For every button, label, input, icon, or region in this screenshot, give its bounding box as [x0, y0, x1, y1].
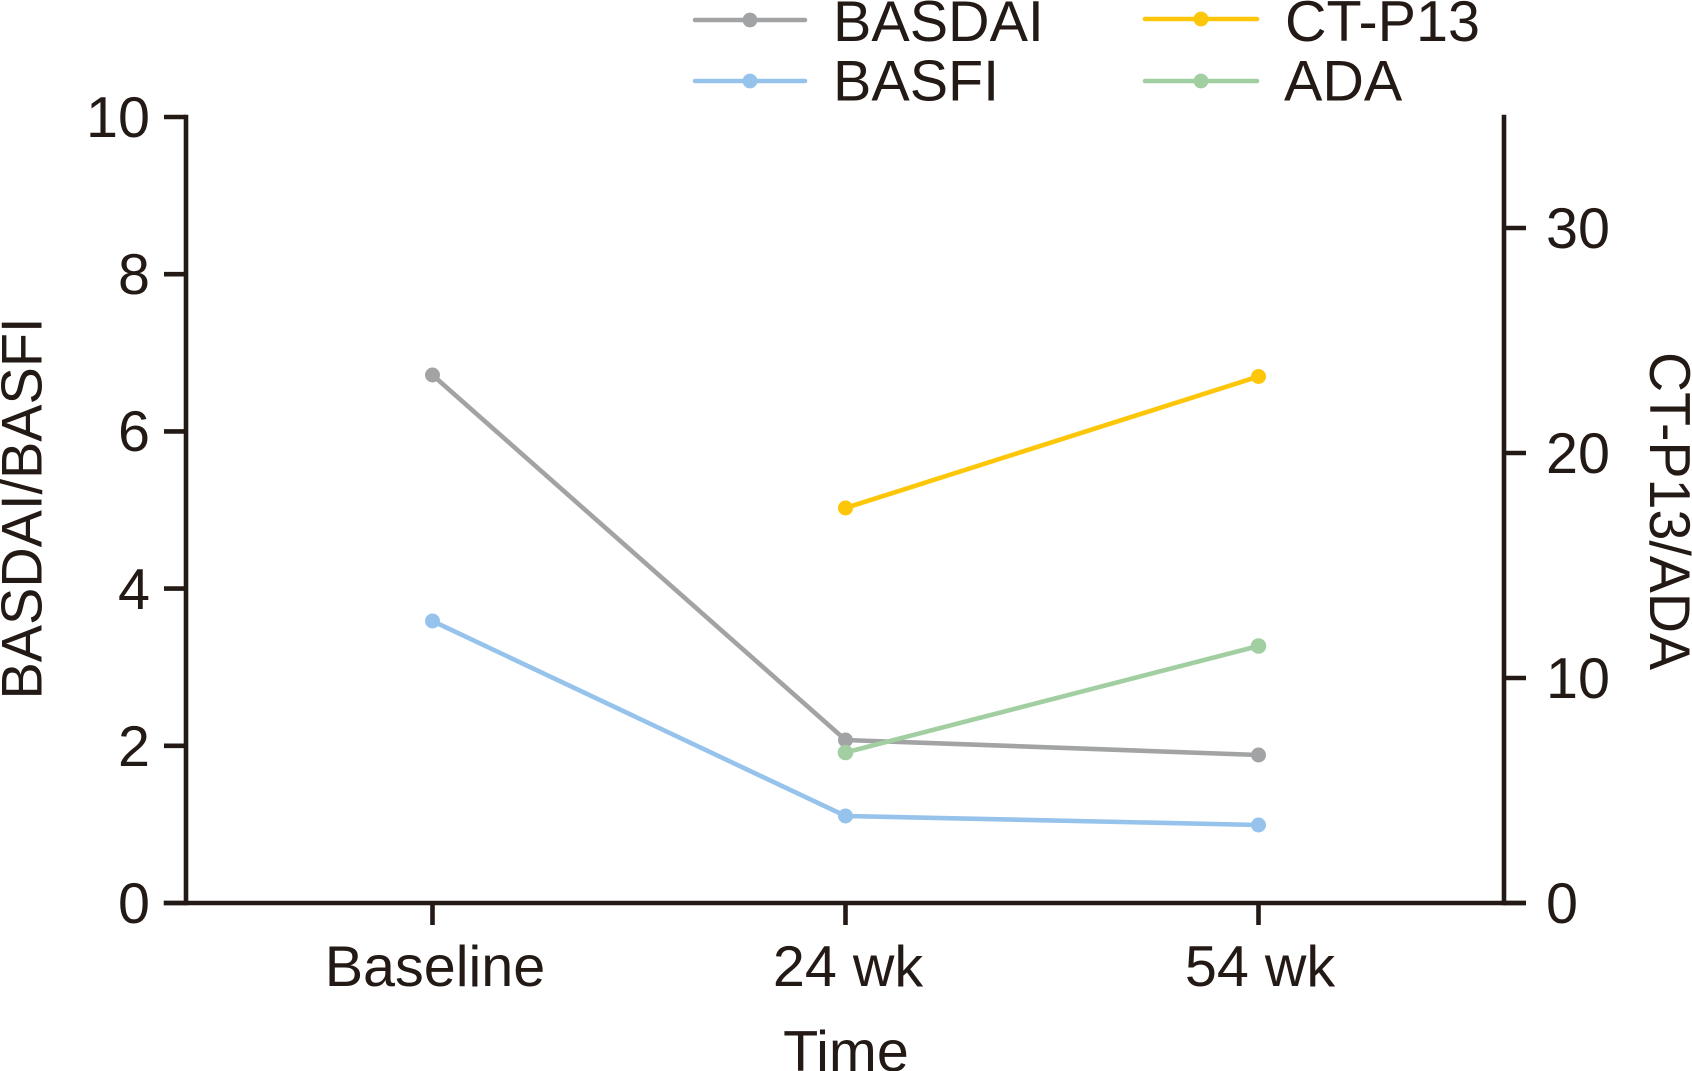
svg-text:ADA: ADA: [1284, 50, 1403, 114]
svg-text:30: 30: [1546, 197, 1610, 261]
svg-text:54 wk: 54 wk: [1185, 935, 1335, 999]
svg-text:10: 10: [86, 86, 150, 150]
svg-text:6: 6: [118, 400, 150, 464]
svg-text:4: 4: [118, 558, 150, 622]
svg-text:10: 10: [1546, 647, 1610, 711]
svg-text:BASFI: BASFI: [833, 50, 999, 114]
svg-text:Baseline: Baseline: [325, 935, 546, 999]
svg-text:CT-P13: CT-P13: [1285, 0, 1480, 54]
svg-text:Time: Time: [783, 1020, 909, 1071]
svg-text:8: 8: [118, 243, 150, 307]
svg-text:BASDAI/BASFI: BASDAI/BASFI: [0, 318, 55, 700]
svg-text:0: 0: [118, 872, 150, 936]
svg-text:24 wk: 24 wk: [773, 935, 923, 999]
svg-text:BASDAI: BASDAI: [833, 0, 1044, 54]
svg-text:20: 20: [1546, 422, 1610, 486]
svg-text:0: 0: [1546, 872, 1578, 936]
svg-text:CT-P13/ADA: CT-P13/ADA: [1637, 352, 1692, 671]
svg-text:2: 2: [118, 715, 150, 779]
